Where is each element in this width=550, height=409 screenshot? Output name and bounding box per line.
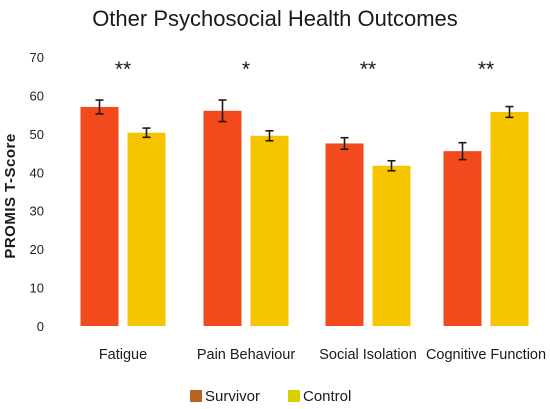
bar-survivor-social-isolation <box>325 143 364 326</box>
x-tick-label: Fatigue <box>99 347 147 363</box>
bar-control-social-isolation <box>372 165 411 326</box>
chart-title: Other Psychosocial Health Outcomes <box>92 6 458 31</box>
bar-survivor-pain-behaviour <box>203 110 242 326</box>
y-tick-label: 20 <box>30 242 44 257</box>
legend: Survivor Control <box>190 388 351 405</box>
legend-label-control: Control <box>303 388 351 405</box>
bar-control-fatigue <box>127 132 166 326</box>
y-tick-label: 50 <box>30 127 44 142</box>
legend-swatch-survivor <box>190 390 202 402</box>
bar-survivor-fatigue <box>80 106 119 326</box>
y-axis-ticks: 0 10 20 30 40 50 60 70 <box>30 50 44 334</box>
bars <box>80 106 529 327</box>
y-tick-label: 0 <box>37 319 44 334</box>
bar-control-pain-behaviour <box>250 135 289 326</box>
significance-markers: ** * ** ** <box>115 58 494 81</box>
significance-marker: ** <box>360 58 376 81</box>
significance-marker: * <box>242 58 250 81</box>
bar-control-cognitive-function <box>490 111 529 327</box>
bar-survivor-cognitive-function <box>443 151 482 326</box>
y-tick-label: 10 <box>30 281 44 296</box>
y-tick-label: 70 <box>30 50 44 65</box>
y-tick-label: 60 <box>30 88 44 103</box>
y-axis-label: PROMIS T-Score <box>2 133 19 258</box>
significance-marker: ** <box>478 58 494 81</box>
x-tick-label: Pain Behaviour <box>197 347 296 363</box>
significance-marker: ** <box>115 58 131 81</box>
error-bars <box>95 99 514 172</box>
x-tick-label: Cognitive Function <box>426 347 546 363</box>
legend-swatch-control <box>288 390 300 402</box>
y-tick-label: 40 <box>30 165 44 180</box>
x-tick-label: Social Isolation <box>319 347 417 363</box>
legend-label-survivor: Survivor <box>205 388 260 405</box>
y-tick-label: 30 <box>30 204 44 219</box>
x-axis-ticks: Fatigue Pain Behaviour Social Isolation Cog… <box>99 347 546 363</box>
